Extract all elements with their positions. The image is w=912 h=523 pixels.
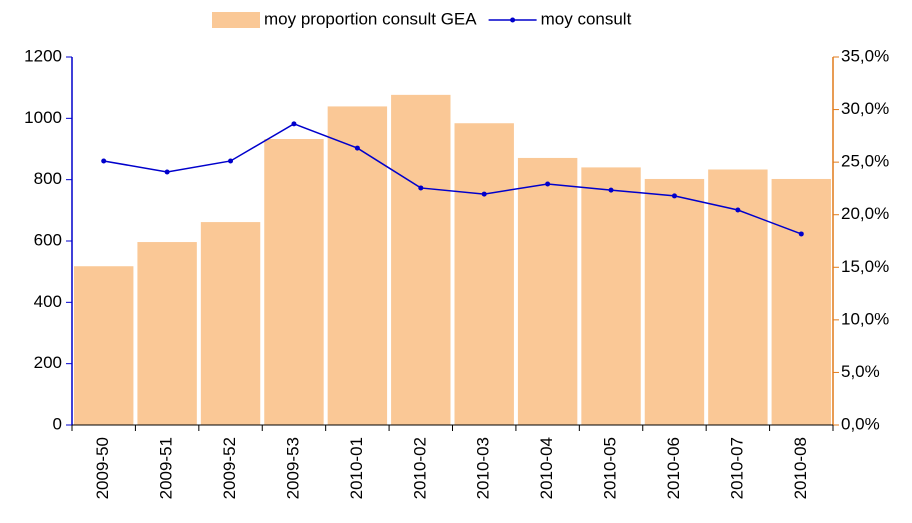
x-tick-label: 2009-50 (93, 437, 112, 499)
bar (581, 167, 641, 425)
x-tick-label: 2009-51 (157, 437, 176, 499)
x-tick-label: 2010-01 (347, 437, 366, 499)
x-tick-label: 2010-03 (474, 437, 493, 499)
y2-tick-label: 5,0% (841, 362, 880, 381)
bar (264, 139, 324, 426)
x-tick-label: 2010-06 (664, 437, 683, 499)
bar (644, 178, 705, 425)
y2-tick-label: 20,0% (841, 204, 889, 223)
bar (517, 157, 578, 426)
y2-tick-label: 0,0% (841, 414, 880, 433)
legend-label: moy consult (541, 9, 632, 28)
legend-swatch (212, 12, 260, 28)
legend-label: moy proportion consult GEA (264, 9, 477, 28)
bar (771, 178, 831, 425)
y2-tick-label: 25,0% (841, 152, 889, 171)
bar (74, 266, 134, 425)
x-tick-label: 2009-52 (220, 437, 239, 499)
line-point (735, 207, 741, 213)
x-tick-label: 2010-04 (537, 437, 556, 499)
x-tick-label: 2009-53 (283, 437, 302, 499)
y-tick-label: 0 (53, 414, 62, 433)
y-tick-label: 800 (34, 169, 62, 188)
y2-tick-label: 15,0% (841, 257, 889, 276)
line-point (798, 231, 804, 237)
bar (327, 106, 388, 425)
x-tick-label: 2010-08 (791, 437, 810, 499)
line-point (418, 185, 424, 191)
legend-swatch (510, 17, 516, 23)
line-point (671, 193, 677, 199)
line-point (354, 145, 360, 151)
bar (137, 242, 197, 425)
y-tick-label: 600 (34, 230, 62, 249)
bar (391, 94, 451, 425)
x-tick-label: 2010-02 (410, 437, 429, 499)
bar (454, 123, 514, 426)
line-point (291, 121, 297, 127)
line-point (545, 181, 551, 187)
x-tick-label: 2010-07 (727, 437, 746, 499)
y-tick-label: 1200 (24, 46, 62, 65)
y2-tick-label: 10,0% (841, 309, 889, 328)
line (103, 123, 802, 235)
line-point (481, 191, 487, 197)
line-point (608, 187, 614, 193)
y2-tick-label: 35,0% (841, 46, 889, 65)
y-tick-label: 1000 (24, 108, 62, 127)
y-tick-label: 400 (34, 292, 62, 311)
x-tick-label: 2010-05 (601, 437, 620, 499)
bar (200, 222, 261, 425)
line-point (101, 158, 107, 164)
line-point (228, 158, 234, 164)
y-tick-label: 200 (34, 353, 62, 372)
y2-tick-label: 30,0% (841, 99, 889, 118)
line-point (164, 169, 170, 175)
